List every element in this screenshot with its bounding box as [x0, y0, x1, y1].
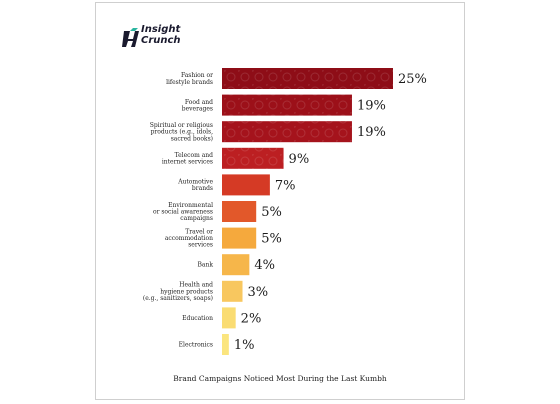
- category-label-7: Bank: [198, 262, 214, 269]
- value-label-3: 9%: [289, 152, 310, 167]
- value-label-9: 2%: [241, 311, 262, 326]
- category-label-3: Telecom and internet services: [162, 152, 213, 166]
- value-label-1: 19%: [357, 99, 386, 114]
- category-label-6: Travel or accommodation services: [165, 229, 213, 249]
- bar-9: [222, 307, 236, 329]
- logo-line-2: Crunch: [141, 34, 181, 46]
- value-label-5: 5%: [261, 205, 282, 220]
- value-label-8: 3%: [248, 285, 269, 300]
- bar-pattern-2: [222, 121, 352, 143]
- bar-pattern-3: [222, 147, 284, 169]
- bar-10: [222, 334, 229, 355]
- category-label-4: Automotive brands: [177, 179, 213, 193]
- value-label-7: 4%: [254, 258, 275, 273]
- value-label-10: 1%: [234, 338, 255, 353]
- chart-title: Brand Campaigns Noticed Most During the …: [173, 374, 387, 383]
- category-label-9: Education: [182, 315, 213, 322]
- category-label-10: Electronics: [179, 342, 213, 349]
- bar-6: [222, 227, 257, 249]
- logo-text: Insight Crunch: [141, 24, 181, 46]
- logo-mark-icon: [122, 28, 139, 47]
- value-label-2: 19%: [357, 125, 386, 140]
- category-label-2: Spiritual or religious products (e.g., id…: [150, 122, 213, 142]
- insight-crunch-logo: Insight Crunch: [121, 24, 191, 53]
- bar-8: [222, 280, 243, 302]
- category-label-5: Environmental or social awareness campaign…: [153, 202, 213, 222]
- value-label-0: 25%: [398, 72, 427, 87]
- category-label-1: Food and beverages: [182, 99, 213, 113]
- bar-pattern-1: [222, 94, 352, 116]
- logo-line-1: Insight: [141, 24, 181, 35]
- bar-pattern-0: [222, 68, 393, 89]
- category-label-0: Fashion or lifestyle brands: [166, 72, 213, 86]
- bar-4: [222, 174, 270, 196]
- category-label-8: Health and hygiene products (e.g., sanitiz…: [143, 282, 213, 302]
- bar-7: [222, 254, 250, 276]
- value-label-6: 5%: [261, 232, 282, 247]
- value-label-4: 7%: [275, 178, 296, 193]
- bar-5: [222, 201, 257, 222]
